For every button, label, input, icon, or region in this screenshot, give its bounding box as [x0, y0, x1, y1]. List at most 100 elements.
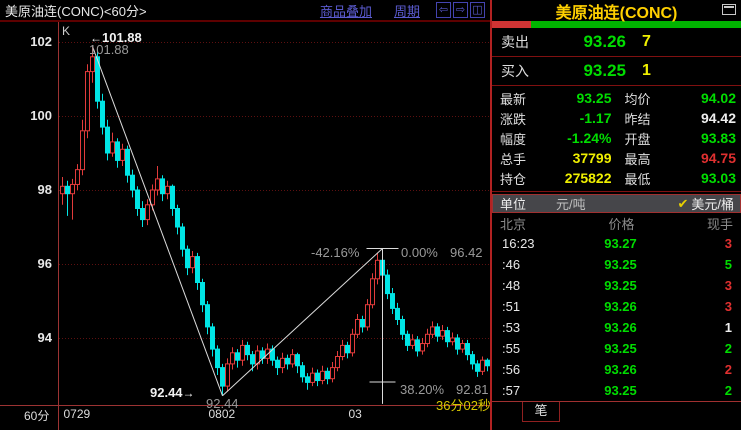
ask-qty: 7 — [642, 33, 651, 50]
candle — [290, 354, 295, 365]
candlestick-chart[interactable] — [0, 0, 490, 430]
candle — [475, 363, 480, 372]
tick-time: :57 — [502, 383, 521, 398]
candle — [130, 174, 135, 191]
unit-option-cny-ton[interactable]: 元/吨 — [556, 197, 586, 212]
buy-strength-segment — [530, 21, 741, 28]
tick-time: :55 — [502, 341, 521, 356]
chart-pane[interactable]: 美原油连(CONC)<60分> 商品叠加 周期 ⇦ ⇨ ◫ K 102 100 98… — [0, 0, 491, 430]
arrow-left-icon: ← — [90, 31, 102, 45]
stat-value: 37799 — [572, 150, 612, 166]
bid-label: 买入 — [501, 63, 529, 79]
annotation-pct-down: -42.16% — [311, 245, 360, 260]
sell-strength-segment — [492, 21, 531, 28]
candle — [425, 333, 430, 345]
tick-time: :46 — [502, 257, 521, 272]
tick-row: :46 93.25 5 — [492, 254, 741, 275]
nav-right-icon[interactable]: ⇨ — [453, 2, 468, 18]
tick-qty: 3 — [724, 299, 732, 314]
x-axis-label: 03 — [348, 407, 362, 421]
stat-label: 涨跌 — [500, 111, 527, 127]
tick-qty: 2 — [724, 362, 732, 377]
stat-value: -1.24% — [567, 130, 612, 146]
candle — [75, 169, 80, 185]
candle — [375, 259, 380, 280]
candle — [395, 307, 400, 320]
stat-row: 最低 93.03 — [617, 168, 741, 188]
check-icon: ✔ — [677, 195, 689, 211]
tick-row: :57 93.25 2 — [492, 380, 741, 401]
candle — [275, 359, 280, 369]
bid-qty: 1 — [642, 62, 651, 79]
stat-row: 昨结 94.42 — [617, 108, 741, 128]
candle — [155, 178, 160, 191]
stat-value: 94.75 — [700, 150, 736, 166]
candle — [420, 343, 425, 352]
tick-qty: 2 — [724, 383, 732, 398]
nav-left-icon[interactable]: ⇦ — [436, 2, 451, 18]
unit-option-usd-barrel[interactable]: 美元/桶 — [691, 197, 734, 212]
tick-header-time: 北京 — [500, 216, 527, 232]
candle — [415, 339, 420, 352]
stat-value: 94.02 — [700, 90, 736, 106]
trend-line — [92, 46, 223, 396]
bar-countdown: 36分02秒 — [436, 398, 491, 413]
restore-window-icon[interactable] — [722, 4, 736, 15]
panel-tab-strip: 笔 — [492, 402, 741, 426]
candle — [480, 359, 485, 372]
tick-price: 93.25 — [604, 383, 637, 398]
split-view-icon[interactable]: ◫ — [470, 2, 485, 18]
stats-grid: 最新 93.25 涨跌 -1.17 幅度 -1.24% 总手 37799 持仓 275822 均价… — [492, 86, 741, 192]
unit-selector-row[interactable]: 单位 元/吨 ✔ 美元/桶 — [492, 194, 741, 213]
annotation-pct-zero: 0.00% — [401, 245, 438, 260]
candle — [485, 359, 490, 367]
tick-time: :56 — [502, 362, 521, 377]
stat-value: 93.25 — [576, 90, 612, 106]
candle — [470, 354, 475, 365]
stat-row: 最高 94.75 — [617, 148, 741, 168]
stat-row: 涨跌 -1.17 — [492, 108, 617, 128]
chart-toolbar: 商品叠加 周期 ⇦ ⇨ ◫ — [320, 1, 485, 20]
period-label: 60分 — [24, 409, 50, 423]
candle — [160, 178, 165, 195]
annotation-low-gray: 92.44 — [206, 396, 239, 411]
candle — [350, 333, 355, 354]
candle — [100, 100, 105, 128]
stat-label: 持仓 — [500, 171, 527, 187]
candle — [330, 367, 335, 380]
tick-row: :48 93.25 3 — [492, 275, 741, 296]
tab-tick[interactable]: 笔 — [522, 402, 560, 422]
stat-label: 均价 — [624, 91, 651, 107]
tick-qty: 5 — [724, 257, 732, 272]
bid-price: 93.25 — [583, 61, 626, 80]
unit-label: 单位 — [500, 197, 527, 212]
tick-row: :55 93.25 2 — [492, 338, 741, 359]
bid-row[interactable]: 买入 93.25 1 — [492, 57, 741, 86]
candle — [435, 326, 440, 337]
period-link[interactable]: 周期 — [393, 3, 420, 19]
candle — [320, 370, 325, 382]
stat-value: 94.42 — [700, 110, 736, 126]
tick-qty: 3 — [724, 236, 732, 251]
candle — [295, 354, 300, 367]
candle — [405, 333, 410, 346]
stats-right-column: 均价 94.02 昨结 94.42 开盘 93.83 最高 94.75 最低 93.03 — [617, 88, 741, 188]
candle — [215, 348, 220, 369]
quote-title-row: 美原油连(CONC) — [492, 0, 741, 22]
tick-row: 16:23 93.27 3 — [492, 233, 741, 254]
candle — [70, 183, 75, 195]
tick-price: 93.26 — [604, 299, 637, 314]
indicator-label: K — [62, 24, 71, 38]
annotation-price-382: 92.81 — [456, 382, 489, 397]
candle — [460, 343, 465, 350]
ask-row[interactable]: 卖出 93.26 7 — [492, 28, 741, 57]
overlay-link[interactable]: 商品叠加 — [319, 3, 372, 19]
candle — [245, 344, 250, 356]
annotation-pct-382: 38.20% — [400, 382, 445, 397]
candle — [180, 226, 185, 250]
trend-line — [222, 248, 383, 397]
tick-header-price: 价格 — [608, 216, 635, 232]
candle — [340, 344, 345, 357]
candle — [120, 148, 125, 161]
